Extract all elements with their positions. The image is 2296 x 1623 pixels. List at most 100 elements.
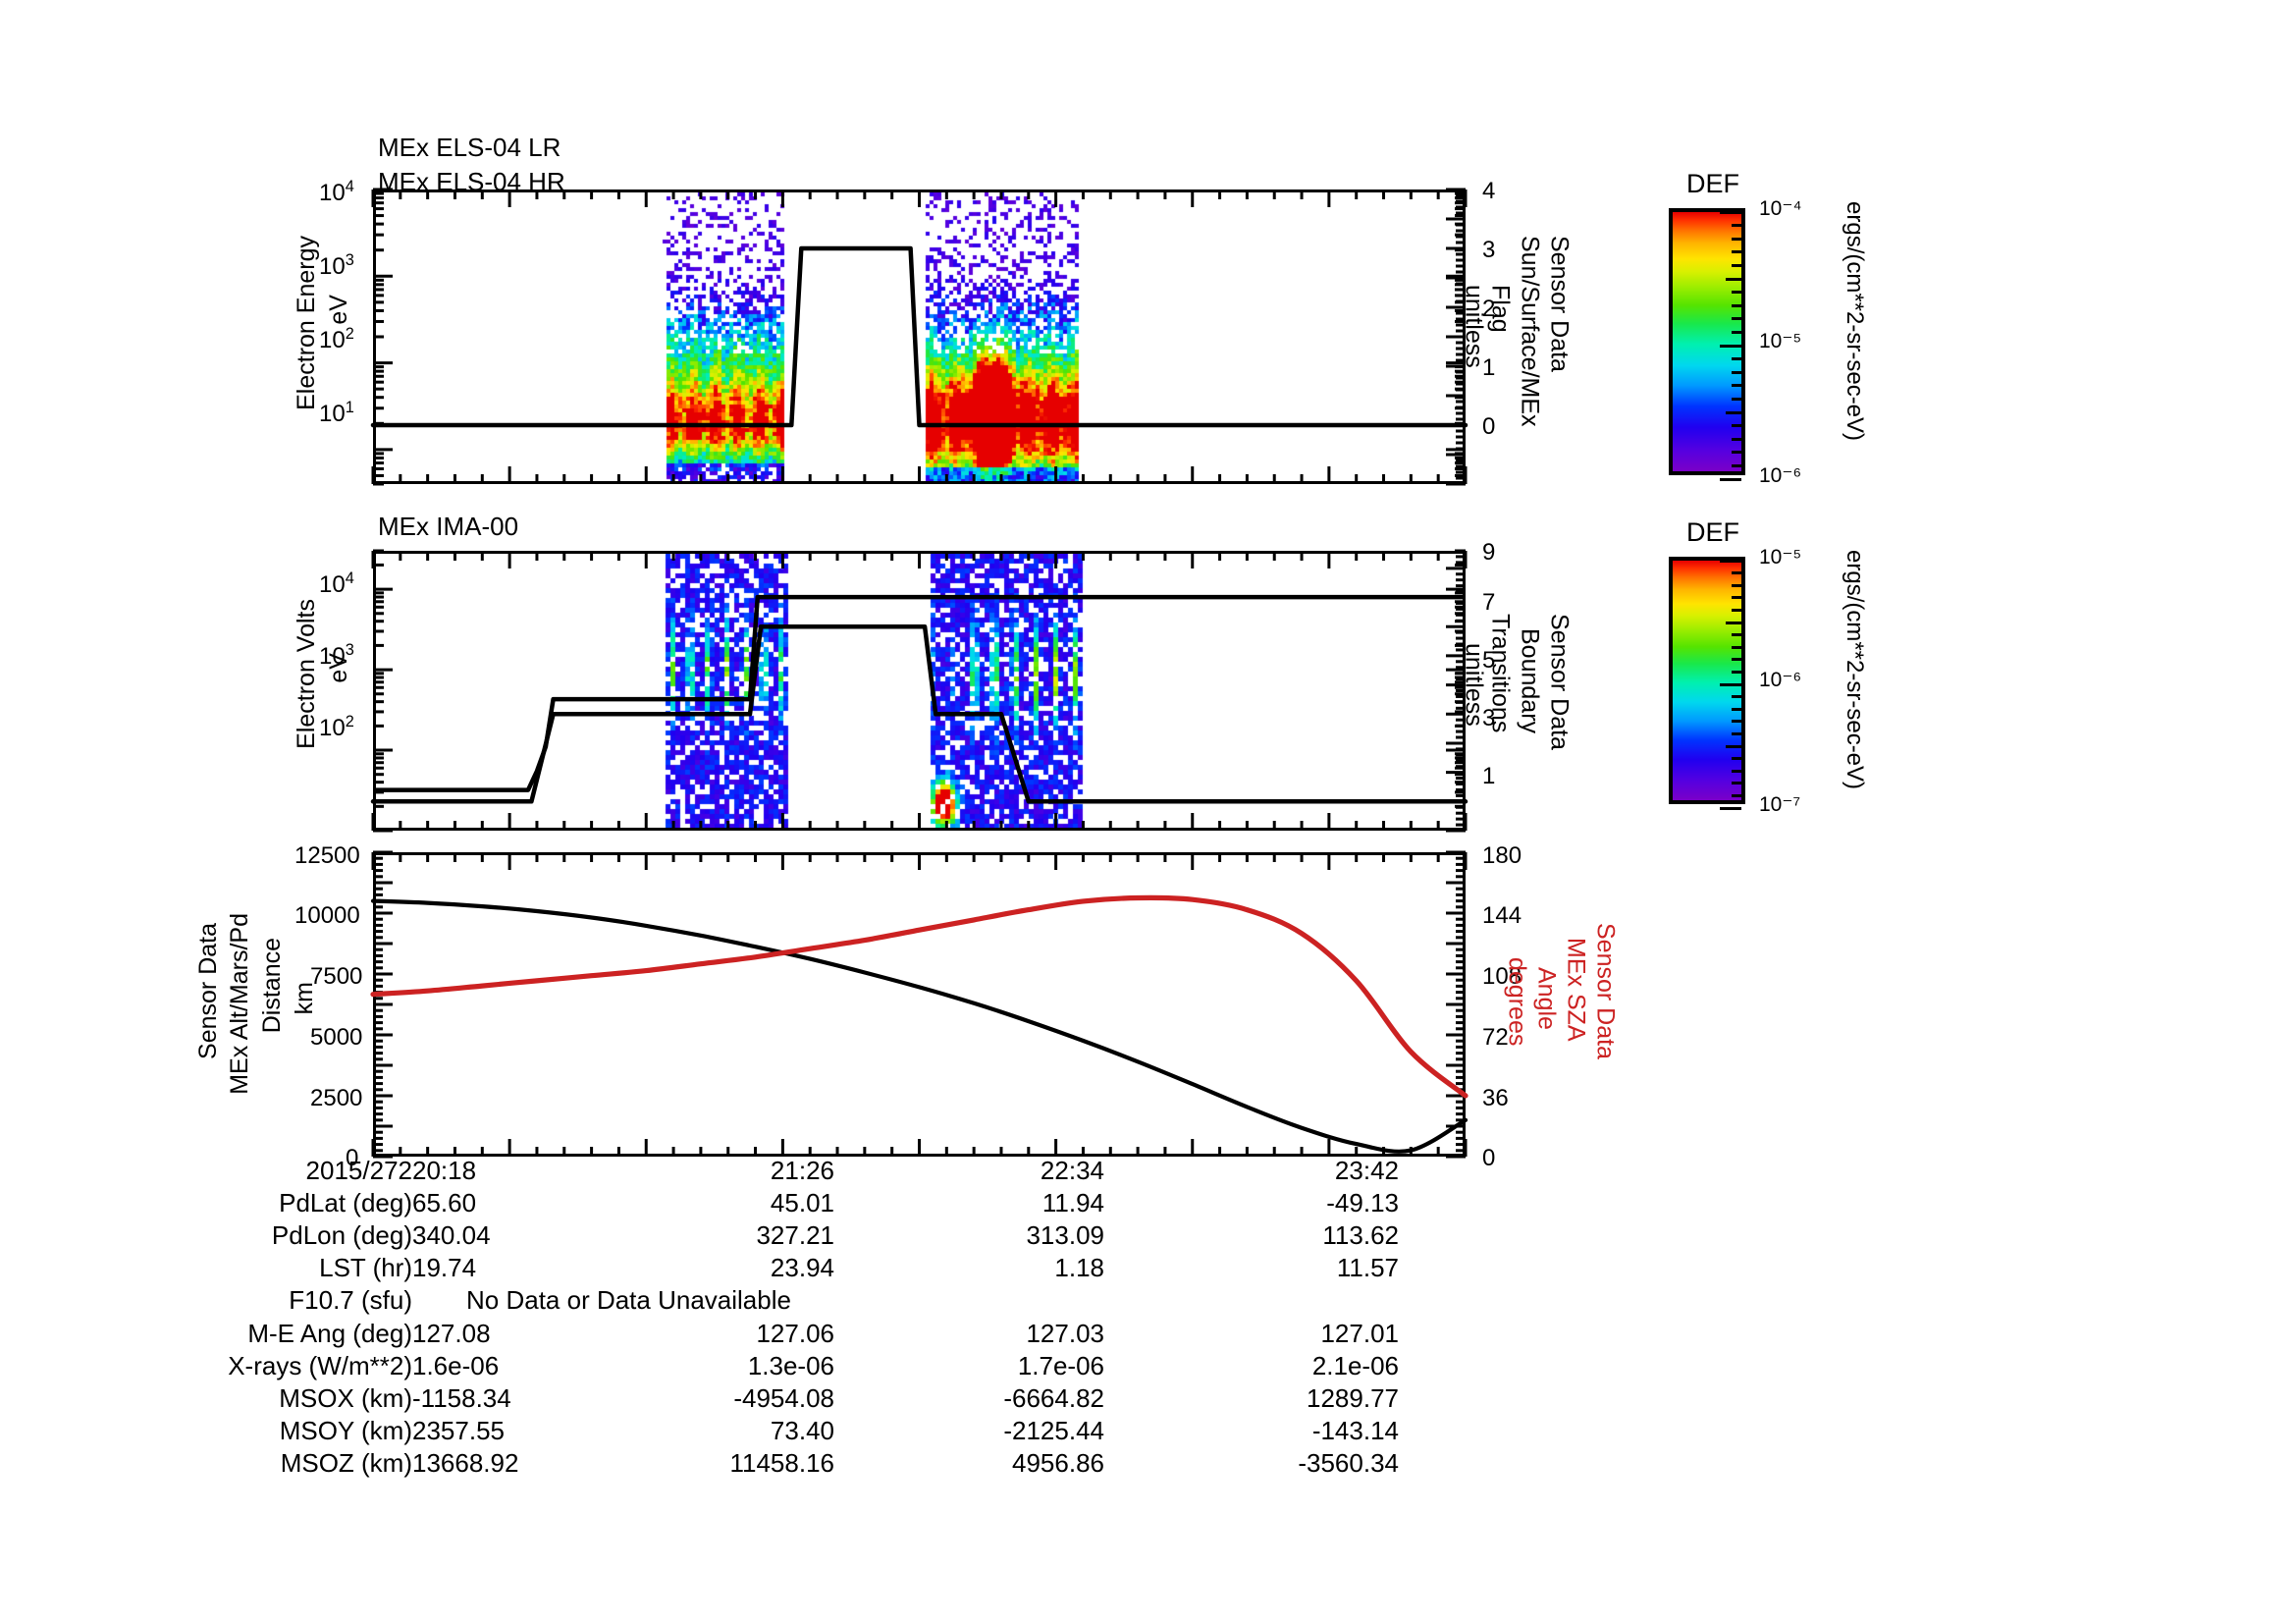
ephem-ytick-0: 0 [346, 1145, 359, 1171]
colorbar-els-top-label: 10⁻⁴ [1759, 197, 1802, 220]
panel-els-title-lr: MEx ELS-04 LR [378, 133, 561, 162]
panel-ephem-right-axis-label: Sensor Data [1592, 923, 1620, 1059]
footer-row-label: F10.7 (sfu) [289, 1285, 412, 1316]
axis-label-line: Angle [1532, 967, 1561, 1030]
panel-els-title-hr: MEx ELS-04 HR [378, 167, 565, 196]
ephem-rtick-36: 36 [1482, 1085, 1509, 1111]
ima-energy-step-trace [373, 594, 1466, 792]
colorbar-tick [1732, 782, 1741, 785]
axis-unit-line: degrees [1503, 957, 1531, 1047]
footer-row-value: -6664.82 [1003, 1382, 1104, 1413]
panel-els-right-axis-label: Sensor Data [1546, 236, 1574, 372]
ephem-sza-curve [370, 894, 1468, 1099]
footer-row: MSOX (km) -1158.34 -4954.08 -6664.82 1289.77 [196, 1382, 1458, 1417]
footer-row-label: MSOX (km) [279, 1382, 412, 1413]
colorbar-tick [1732, 463, 1741, 467]
footer-row-value: 73.40 [770, 1415, 834, 1445]
footer-row: PdLat (deg) 65.60 45.01 11.94 -49.13 [196, 1189, 1458, 1221]
panel-ephemeris-plot [373, 852, 1466, 1157]
footer-row: F10.7 (sfu) No Data or Data Unavailable [196, 1286, 1458, 1319]
ima-ytick-1e4: 104 [319, 569, 354, 598]
footer-row-value: 20:18 [412, 1156, 477, 1185]
panel-ephem-right-axis-label2: MEx SZA [1562, 938, 1590, 1042]
colorbar-tick [1732, 437, 1741, 441]
colorbar-tick [1732, 670, 1741, 674]
footer-row-value: 1.7e-06 [1017, 1350, 1104, 1380]
footer-row-value: 127.08 [412, 1318, 491, 1348]
colorbar-tick [1732, 317, 1741, 321]
footer-row: 2015/272 20:18 21:26 22:34 23:42 [196, 1156, 1458, 1189]
axis-label-line: MEx SZA [1562, 938, 1590, 1042]
ima-ytick-1e2: 102 [319, 713, 354, 741]
colorbar-tick [1732, 384, 1741, 388]
footer-row: M-E Ang (deg) 127.08 127.06 127.03 127.01 [196, 1318, 1458, 1352]
panel-ephem-right-axis-label3: Angle [1532, 967, 1561, 1030]
colorbar-ima-top-label: 10⁻⁵ [1759, 546, 1802, 568]
colorbar-tick [1726, 277, 1741, 281]
colorbar-tick [1732, 370, 1741, 374]
footer-row: LST (hr) 19.74 23.94 1.18 11.57 [196, 1254, 1458, 1286]
footer-row-value: 113.62 [1322, 1220, 1399, 1251]
footer-row-value: 11.94 [1041, 1188, 1104, 1218]
axis-label-line: Flag [1486, 285, 1515, 333]
colorbar-tick [1732, 583, 1741, 587]
axis-label-line: Boundary [1516, 628, 1544, 734]
els-rtick-2: 2 [1482, 296, 1496, 322]
axis-label-line: Transitions [1486, 614, 1515, 733]
footer-row-value: 13668.92 [412, 1447, 519, 1478]
footer-row-value: -3560.34 [1298, 1447, 1399, 1478]
panel-ima-right-axis-label2: Boundary [1516, 628, 1544, 734]
footer-row-value: 1289.77 [1307, 1382, 1399, 1413]
colorbar-tick [1726, 621, 1741, 624]
ephem-ytick-2500: 2500 [310, 1085, 363, 1111]
panel-ephem-right-axis-unit: degrees [1503, 957, 1531, 1047]
colorbar-els-mid-label: 10⁻⁵ [1759, 330, 1802, 352]
colorbar-tick [1732, 596, 1741, 600]
panel-ima-right-axis-label: Sensor Data [1545, 614, 1574, 750]
footer-row-label: MSOZ (km) [280, 1447, 412, 1478]
colorbar-tick [1720, 682, 1741, 686]
footer-row-value: No Data or Data Unavailable [466, 1285, 791, 1316]
colorbar-els-gradient [1669, 208, 1745, 481]
footer-row-value: 313.09 [1026, 1220, 1104, 1251]
els-ytick-1e3: 103 [319, 251, 354, 280]
colorbar-tick [1732, 263, 1741, 267]
els-rtick-3: 3 [1482, 237, 1496, 263]
panel-ima-title: MEx IMA-00 [378, 512, 519, 541]
els-rtick-0: 0 [1482, 413, 1496, 440]
axis-label-line: Sun/Surface/MEx [1516, 236, 1544, 427]
axis-label-line: Sensor Data [1545, 614, 1574, 750]
footer-row-label: X-rays (W/m**2) [228, 1350, 412, 1380]
ephemeris-footer-table: 2015/272 20:18 21:26 22:34 23:42 PdLat (deg) 6… [196, 1156, 1458, 1482]
footer-row-value: 21:26 [770, 1156, 834, 1185]
els-spectrogram [376, 192, 1463, 481]
els-rtick-4: 4 [1482, 178, 1496, 204]
footer-row-label: 2015/272 [305, 1156, 412, 1185]
colorbar-tick [1720, 344, 1741, 348]
colorbar-tick [1732, 731, 1741, 735]
ima-rtick-3: 3 [1482, 705, 1496, 731]
panel-els-right-axis-label2: Sun/Surface/MEx [1516, 236, 1544, 427]
colorbar-ima-gradient [1669, 557, 1745, 810]
footer-row-value: 127.06 [756, 1318, 834, 1348]
colorbar-tick [1732, 720, 1741, 724]
footer-row-label: M-E Ang (deg) [247, 1318, 412, 1348]
footer-row-value: 19.74 [412, 1253, 477, 1283]
colorbar-tick [1732, 757, 1741, 761]
colorbar-tick [1732, 571, 1741, 575]
ima-rtick-9: 9 [1482, 539, 1496, 566]
footer-row-value: 2.1e-06 [1311, 1350, 1399, 1380]
ephem-rtick-72: 72 [1482, 1024, 1509, 1051]
footer-row-value: 23:42 [1334, 1156, 1399, 1185]
footer-row: X-rays (W/m**2) 1.6e-06 1.3e-06 1.7e-06 2.1e… [196, 1350, 1458, 1384]
footer-row: PdLon (deg) 340.04 327.21 313.09 113.62 [196, 1221, 1458, 1254]
footer-row-value: 340.04 [412, 1220, 491, 1251]
colorbar-tick [1732, 608, 1741, 612]
colorbar-tick [1726, 744, 1741, 748]
colorbar-tick [1732, 633, 1741, 637]
footer-row-value: -4954.08 [733, 1382, 834, 1413]
footer-row-value: 127.03 [1026, 1318, 1104, 1348]
footer-row-value: 2357.55 [412, 1415, 505, 1445]
colorbar-tick [1732, 424, 1741, 428]
